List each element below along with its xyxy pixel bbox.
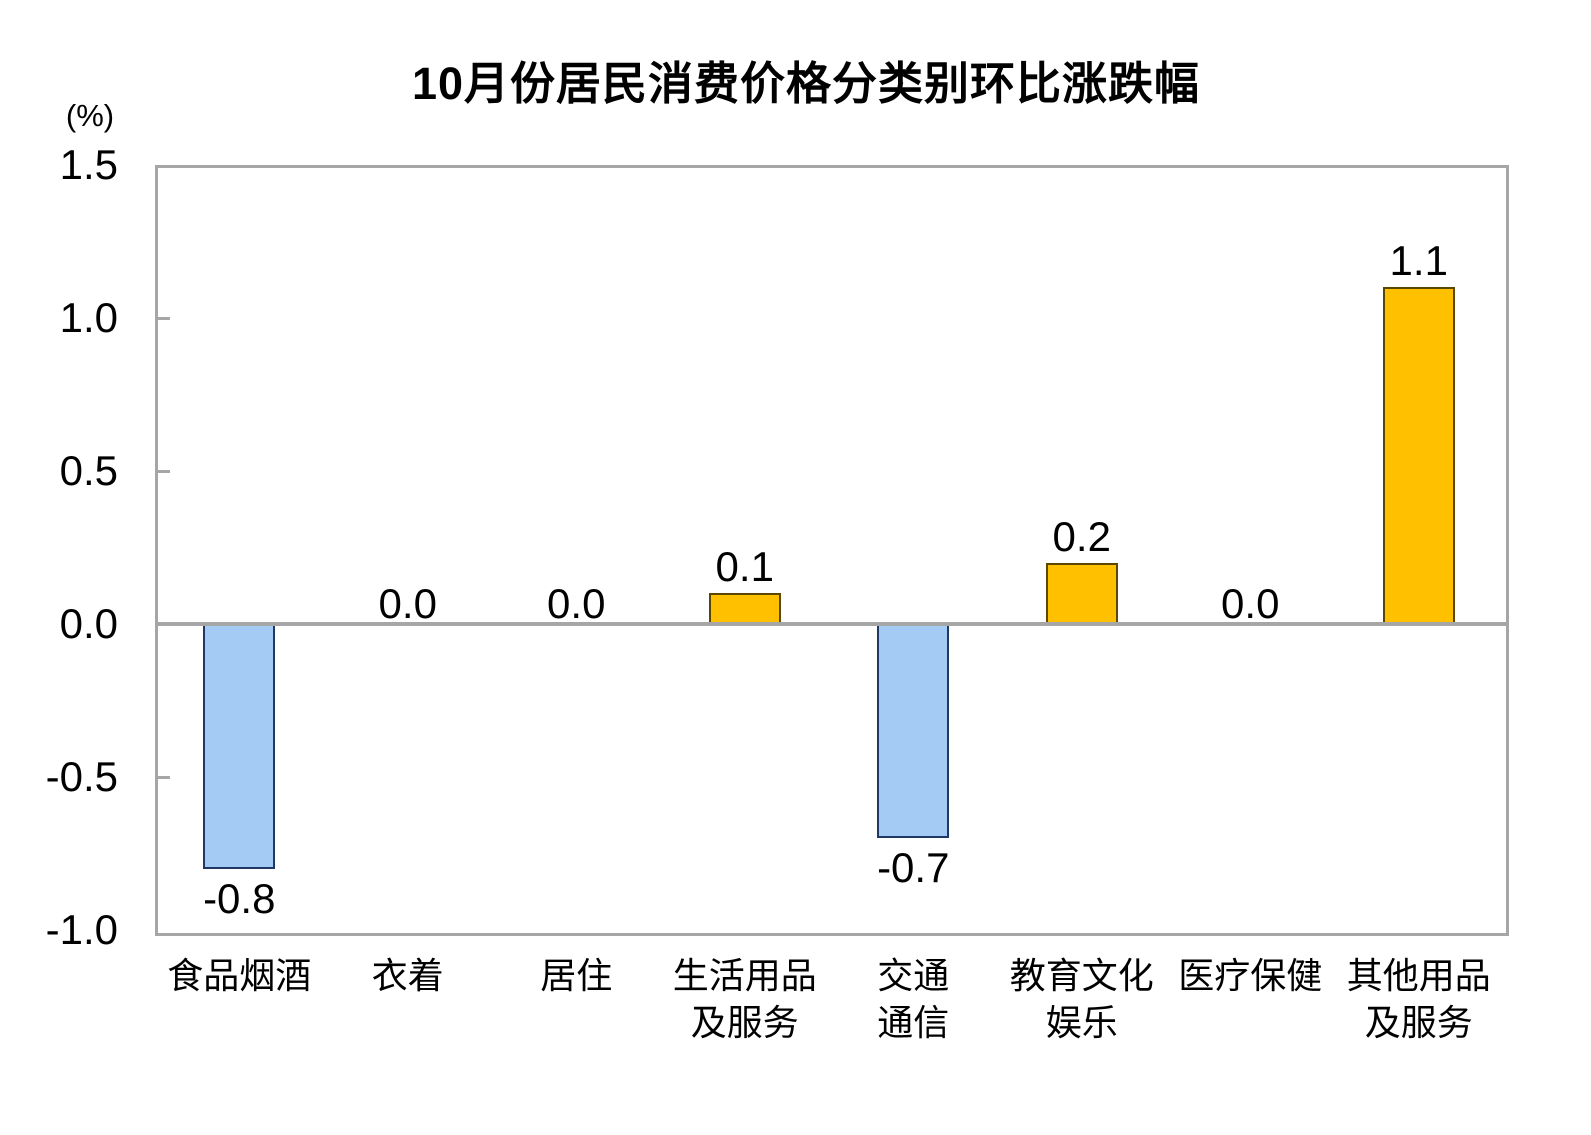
zero-axis-line: [158, 622, 1506, 626]
category-label-6: 医疗保健: [1166, 952, 1335, 999]
category-label-line: 教育文化: [1009, 955, 1154, 996]
bar-3: [708, 593, 781, 624]
y-tick-label--1.0: -1.0: [45, 906, 118, 953]
y-tick-label-1.0: 1.0: [59, 294, 118, 341]
category-label-line: 食品烟酒: [167, 955, 312, 996]
category-label-3: 生活用品 及服务: [661, 952, 830, 1046]
y-axis-tick: [158, 317, 170, 320]
category-label-line: 居住: [540, 955, 613, 996]
bar-7: [1382, 287, 1455, 624]
plot-area: [155, 165, 1509, 936]
data-label-1: 0.0: [378, 580, 437, 627]
category-label-5: 教育文化 娱乐: [998, 952, 1167, 1046]
category-label-7: 其他用品 及服务: [1335, 952, 1504, 1046]
category-label-line: 及服务: [690, 1002, 799, 1043]
bar-4: [877, 624, 950, 839]
bar-5: [1045, 562, 1118, 624]
y-axis-unit-label: (%): [65, 98, 115, 133]
category-label-line: 其他用品: [1346, 955, 1491, 996]
category-label-line: 生活用品: [672, 955, 817, 996]
data-label-5: 0.2: [1052, 513, 1111, 560]
y-tick-label-0.0: 0.0: [59, 600, 118, 647]
y-axis-tick: [158, 776, 170, 779]
data-label-0: -0.8: [203, 875, 276, 922]
category-label-line: 通信: [877, 1002, 950, 1043]
category-label-0: 食品烟酒: [155, 952, 324, 999]
category-label-line: 娱乐: [1045, 1002, 1118, 1043]
category-label-1: 衣着: [324, 952, 493, 999]
data-label-4: -0.7: [877, 844, 950, 891]
category-label-line: 医疗保健: [1178, 955, 1323, 996]
category-label-4: 交通 通信: [829, 952, 998, 1046]
category-label-2: 居住: [492, 952, 661, 999]
y-axis-tick: [158, 470, 170, 473]
data-label-2: 0.0: [547, 580, 606, 627]
chart-title: 10月份居民消费价格分类别环比涨跌幅: [411, 58, 1201, 109]
category-label-line: 交通: [877, 955, 950, 996]
y-tick-label--0.5: -0.5: [45, 753, 118, 800]
data-label-7: 1.1: [1389, 237, 1448, 284]
data-label-6: 0.0: [1221, 580, 1280, 627]
data-label-3: 0.1: [715, 543, 774, 590]
y-tick-label-0.5: 0.5: [59, 447, 118, 494]
category-label-line: 衣着: [371, 955, 444, 996]
category-label-line: 及服务: [1364, 1002, 1473, 1043]
bar-0: [203, 624, 276, 869]
y-tick-label-1.5: 1.5: [59, 141, 118, 188]
